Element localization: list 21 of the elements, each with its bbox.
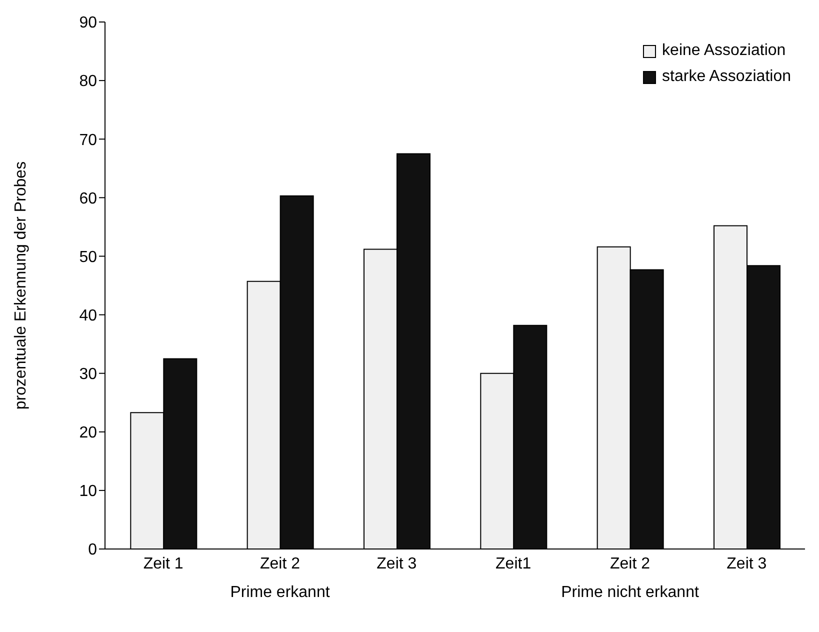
x-tick-label: Zeit1 <box>496 555 532 572</box>
y-axis-title: prozentuale Erkennung der Probes <box>12 161 30 410</box>
y-tick-label: 40 <box>79 307 98 324</box>
y-tick-label: 0 <box>88 542 98 559</box>
y-tick-label: 20 <box>79 424 98 442</box>
legend-label: starke Assoziation <box>662 67 791 87</box>
y-tick-label: 70 <box>79 132 98 149</box>
x-tick-label: Zeit 2 <box>260 555 300 572</box>
y-tick-label: 10 <box>79 483 98 500</box>
y-tick-label: 90 <box>79 14 98 32</box>
legend-label: keine Assoziation <box>662 41 786 61</box>
y-tick-label: 60 <box>79 190 98 208</box>
text: Prime erkannt <box>229 584 331 602</box>
y-tick-label: 30 <box>79 366 98 384</box>
x-tick-label: Zeit 3 <box>376 555 417 572</box>
x-tick-label: Zeit 1 <box>143 555 184 572</box>
y-tick-label: 50 <box>79 248 98 266</box>
x-tick-label: Zeit 2 <box>610 555 650 572</box>
text: Prime nicht erkannt <box>560 584 700 602</box>
x-tick-label: Zeit 3 <box>726 555 767 572</box>
y-tick-label: 80 <box>79 73 98 90</box>
